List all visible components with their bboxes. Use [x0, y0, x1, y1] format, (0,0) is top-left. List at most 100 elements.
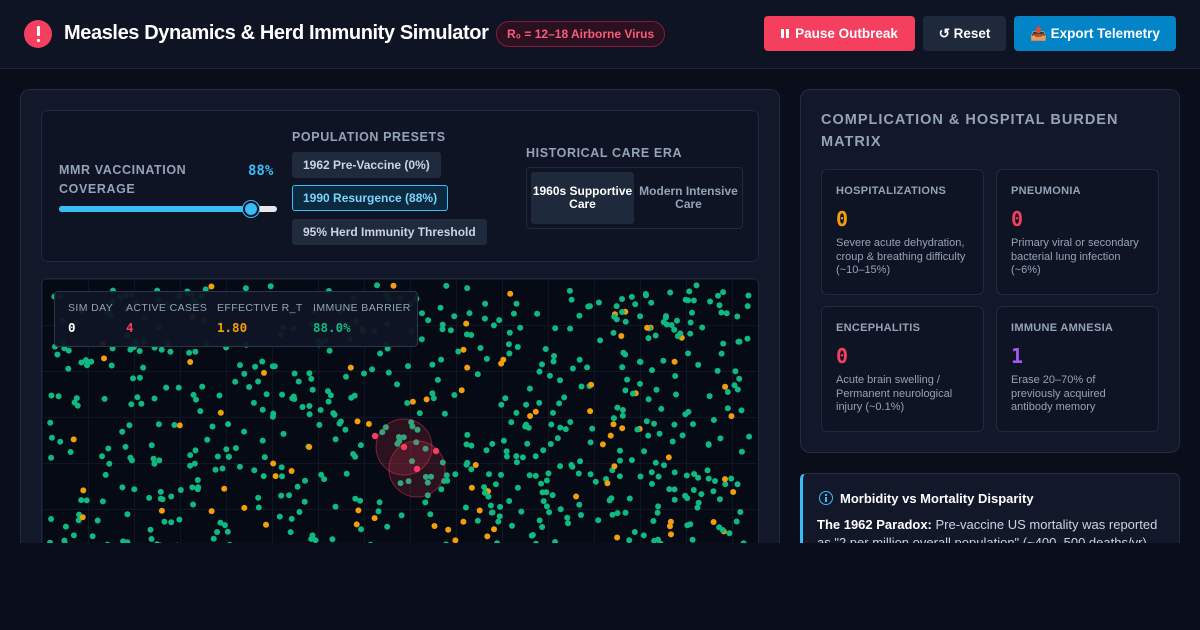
immune-agent	[597, 337, 604, 344]
immune-agent	[567, 325, 574, 332]
immune-agent	[269, 413, 276, 420]
susceptible-agent	[431, 523, 438, 529]
immune-agent	[614, 404, 621, 411]
immune-agent	[549, 492, 556, 499]
immune-agent	[695, 361, 702, 368]
immune-agent	[699, 324, 706, 331]
export-telemetry-button[interactable]: 📤 Export Telemetry	[1014, 16, 1176, 51]
preset-1990-button[interactable]: 1990 Resurgence (88%)	[292, 185, 449, 211]
susceptible-agent	[587, 408, 594, 415]
immune-agent	[626, 495, 633, 502]
immune-agent	[613, 303, 620, 310]
immune-agent	[161, 518, 168, 525]
immune-agent	[73, 395, 80, 402]
simulation-panel: MMR Vaccination Coverage 88% Population …	[20, 89, 780, 559]
susceptible-agent	[610, 421, 617, 428]
immune-agent	[619, 364, 626, 371]
stat-active-cases: Active Cases 4	[126, 302, 207, 335]
immune-agent	[48, 434, 55, 441]
immune-agent	[715, 292, 721, 299]
card-value: 0	[836, 207, 849, 231]
immune-agent	[576, 312, 583, 319]
immune-agent	[689, 309, 695, 316]
immune-agent	[226, 453, 232, 460]
immune-agent	[687, 319, 694, 326]
immune-agent	[443, 472, 450, 479]
immune-agent	[126, 422, 133, 429]
card-label: Pneumonia	[1011, 185, 1081, 197]
era-1960s-option[interactable]: 1960s Supportive Care	[531, 172, 634, 224]
preset-95-threshold-button[interactable]: 95% Herd Immunity Threshold	[292, 219, 487, 245]
susceptible-agent	[463, 320, 470, 327]
immune-agent	[506, 329, 513, 336]
immune-agent	[429, 361, 436, 368]
immune-agent	[689, 536, 696, 543]
immune-agent	[210, 535, 217, 542]
immune-agent	[413, 439, 420, 446]
susceptible-agent	[599, 441, 606, 448]
susceptible-agent	[468, 484, 475, 491]
immune-agent	[309, 386, 316, 393]
coverage-slider-thumb[interactable]	[242, 201, 259, 217]
simulation-canvas[interactable]: Sim Day 0 Active Cases 4 Effective R_t 1…	[41, 278, 759, 558]
stat-sim-day: Sim Day 0	[68, 302, 113, 335]
card-description: Primary viral or secondary bacterial lun…	[1011, 237, 1139, 276]
immune-agent	[619, 296, 625, 302]
immune-agent	[656, 430, 663, 437]
card-value: 0	[836, 344, 849, 368]
reset-button[interactable]: ↺ Reset	[923, 16, 1006, 51]
immune-agent	[628, 293, 635, 300]
immune-agent	[734, 313, 741, 320]
immune-agent	[130, 375, 136, 382]
susceptible-agent	[187, 359, 194, 365]
immune-agent	[237, 362, 243, 369]
immune-agent	[705, 475, 712, 482]
susceptible-agent	[288, 468, 295, 474]
immune-agent	[146, 494, 153, 501]
immune-agent	[474, 371, 481, 378]
immune-agent	[662, 314, 669, 321]
immune-agent	[718, 350, 725, 357]
immune-agent	[279, 391, 286, 398]
immune-agent	[746, 433, 753, 440]
card-description: Severe acute dehydration, croup & breath…	[836, 237, 966, 276]
immune-agent	[429, 390, 436, 397]
immune-agent	[291, 370, 298, 377]
immune-agent	[567, 419, 574, 425]
pause-icon	[781, 29, 790, 38]
immune-agent	[127, 454, 134, 461]
immune-agent	[263, 391, 270, 398]
immune-agent	[617, 447, 623, 454]
immune-agent	[548, 421, 555, 428]
top-bar: Measles Dynamics & Herd Immunity Simulat…	[0, 0, 1200, 69]
immune-agent	[134, 394, 141, 401]
infected-agent	[400, 443, 408, 451]
susceptible-agent	[217, 409, 224, 416]
immune-agent	[575, 470, 582, 477]
immune-agent	[321, 476, 328, 483]
immune-agent	[513, 300, 520, 307]
era-modern-option[interactable]: Modern Intensive Care	[639, 184, 738, 211]
coverage-slider-fill	[59, 206, 251, 212]
immune-agent	[259, 358, 266, 365]
immune-agent	[312, 537, 319, 544]
susceptible-agent	[611, 463, 618, 470]
immune-agent	[733, 518, 740, 525]
immune-agent	[552, 325, 559, 332]
immune-agent	[505, 341, 512, 348]
susceptible-agent	[644, 324, 651, 331]
immune-agent	[497, 503, 504, 510]
immune-barrier-value: 88.0%	[313, 320, 351, 335]
immune-agent	[414, 426, 421, 433]
susceptible-agent	[472, 462, 479, 468]
coverage-slider[interactable]	[59, 201, 277, 217]
immune-agent	[695, 474, 702, 481]
immune-agent	[536, 517, 543, 524]
infected-agent	[371, 432, 379, 440]
immune-agent	[289, 395, 296, 402]
pause-outbreak-button[interactable]: Pause Outbreak	[764, 16, 915, 51]
preset-1962-button[interactable]: 1962 Pre-Vaccine (0%)	[292, 152, 441, 178]
immune-agent	[587, 439, 594, 446]
immune-agent	[584, 364, 591, 371]
immune-agent	[301, 498, 308, 505]
